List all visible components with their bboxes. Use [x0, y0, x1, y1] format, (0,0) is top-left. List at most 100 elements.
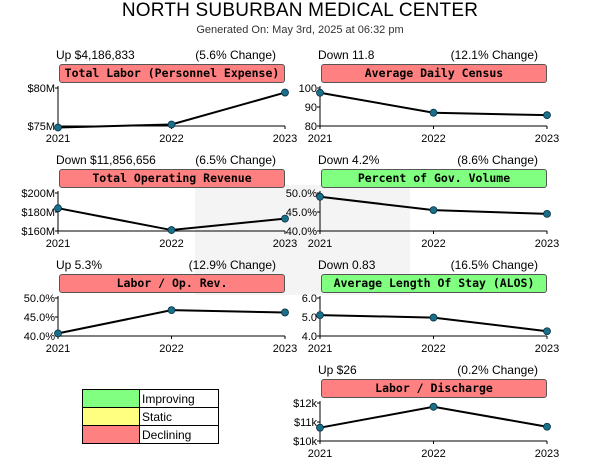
chart-plot: $75M $80M 2021 2022 2023	[27, 83, 297, 145]
y-tick-label: 50.0%	[286, 188, 317, 200]
chart-summary-change: Down 4.2%	[318, 153, 380, 167]
generated-timestamp: Generated On: May 3rd, 2025 at 06:32 pm	[196, 24, 404, 36]
chart-panel-5: 4.0 5.0 6.0 2021 2022 2023 Down 0.83 (16.5% Cha…	[302, 258, 560, 358]
x-tick-label: 2022	[159, 133, 183, 145]
chart-title: Percent of Gov. Volume	[321, 169, 547, 188]
chart-panel-2: $160M $180M $200M 2021 2022 2023 Down $11,856,…	[21, 153, 297, 253]
x-tick-label: 2021	[308, 448, 332, 460]
data-point	[316, 88, 324, 97]
x-tick-label: 2021	[308, 238, 332, 250]
legend-label-declining: Declining	[139, 425, 219, 444]
chart-plot: 4.0 5.0 6.0 2021 2022 2023	[302, 293, 560, 355]
x-tick-label: 2022	[421, 238, 445, 250]
legend-label-static: Static	[139, 407, 219, 426]
chart-plot: $160M $180M $200M 2021 2022 2023	[21, 188, 297, 250]
data-point	[316, 311, 324, 319]
data-point	[281, 214, 289, 223]
data-point	[543, 422, 551, 431]
y-tick-label: $11k	[294, 417, 318, 429]
x-tick-label: 2022	[159, 343, 183, 355]
chart-panel-4: 40.0% 45.0% 50.0% 2021 2022 2023 Up 5.3% (12.9%…	[24, 258, 297, 358]
chart-summary-change: Up 5.3%	[56, 258, 103, 272]
legend-swatch-declining	[82, 425, 140, 444]
y-tick-label: $200M	[21, 188, 55, 200]
y-tick-label: 45.0%	[24, 312, 55, 324]
chart-summary-change: Up $4,186,833	[56, 48, 135, 62]
chart-title: Total Labor (Personnel Expense)	[59, 64, 285, 83]
y-tick-label: 100	[299, 83, 317, 95]
data-point	[167, 306, 176, 315]
data-point	[54, 204, 62, 213]
chart-plot: 40.0% 45.0% 50.0% 2021 2022 2023	[286, 188, 559, 250]
x-tick-label: 2022	[421, 133, 445, 145]
chart-summary-percent: (12.9% Change)	[188, 258, 276, 272]
data-point	[281, 308, 289, 317]
data-point	[316, 423, 324, 432]
data-point	[167, 226, 176, 234]
x-tick-label: 2023	[273, 238, 297, 250]
y-tick-label: 40.0%	[24, 331, 55, 343]
data-point	[316, 192, 324, 201]
x-tick-label: 2023	[535, 448, 559, 460]
y-tick-label: $80M	[27, 83, 55, 95]
x-tick-label: 2023	[535, 238, 559, 250]
x-tick-label: 2021	[308, 343, 332, 355]
x-tick-label: 2022	[159, 238, 183, 250]
x-tick-label: 2023	[535, 133, 559, 145]
y-tick-label: $75M	[27, 121, 55, 133]
data-point	[429, 313, 438, 322]
data-point	[429, 206, 438, 214]
chart-plot: 40.0% 45.0% 50.0% 2021 2022 2023	[24, 293, 297, 355]
chart-plot: 80 90 100 2021 2022 2023	[299, 83, 560, 145]
data-point	[54, 329, 62, 338]
chart-title: Labor / Op. Rev.	[59, 274, 285, 293]
data-point	[543, 111, 551, 120]
legend-label-improving: Improving	[139, 389, 219, 408]
data-point	[281, 88, 289, 97]
chart-summary-change: Up $26	[318, 363, 357, 377]
x-tick-label: 2021	[46, 238, 70, 250]
chart-title: Average Daily Census	[321, 64, 547, 83]
y-tick-label: 90	[305, 102, 317, 114]
x-tick-label: 2023	[273, 343, 297, 355]
y-tick-label: $10k	[293, 436, 317, 448]
data-point	[543, 210, 551, 218]
x-tick-label: 2023	[273, 133, 297, 145]
legend: Improving Static Declining	[82, 389, 219, 444]
chart-panel-1: 80 90 100 2021 2022 2023 Down 11.8 (12.1% Chang…	[299, 48, 560, 148]
legend-swatch-improving	[82, 389, 140, 408]
chart-title: Average Length Of Stay (ALOS)	[321, 274, 547, 293]
data-point	[54, 123, 62, 132]
legend-row-static: Static	[82, 407, 219, 426]
y-tick-label: $180M	[21, 207, 55, 219]
chart-title: Labor / Discharge	[321, 379, 547, 398]
chart-summary-percent: (16.5% Change)	[450, 258, 538, 272]
data-point	[543, 327, 551, 336]
x-tick-label: 2022	[421, 448, 445, 460]
chart-title: Total Operating Revenue	[59, 169, 285, 188]
y-tick-label: 4.0	[302, 331, 317, 343]
x-tick-label: 2023	[535, 343, 559, 355]
legend-row-declining: Declining	[82, 425, 219, 444]
chart-summary-percent: (5.6% Change)	[195, 48, 276, 62]
chart-panel-0: $75M $80M 2021 2022 2023 Up $4,186,833 (5.6% C…	[27, 48, 297, 148]
y-tick-label: 5.0	[302, 312, 317, 324]
chart-summary-percent: (0.2% Change)	[457, 363, 538, 377]
chart-summary-change: Down 11.8	[318, 48, 375, 62]
x-tick-label: 2021	[46, 343, 70, 355]
chart-summary-percent: (12.1% Change)	[450, 48, 538, 62]
x-tick-label: 2022	[421, 343, 445, 355]
chart-summary-change: Down $11,856,656	[56, 153, 156, 167]
y-tick-label: 6.0	[302, 293, 317, 305]
y-tick-label: 50.0%	[24, 293, 55, 305]
chart-summary-percent: (8.6% Change)	[457, 153, 538, 167]
data-point	[429, 402, 438, 411]
y-tick-label: 45.0%	[286, 207, 317, 219]
x-tick-label: 2021	[46, 133, 70, 145]
y-tick-label: $12k	[293, 398, 317, 410]
y-tick-label: $160M	[21, 226, 55, 238]
y-tick-label: 80	[305, 121, 317, 133]
legend-row-improving: Improving	[82, 389, 219, 408]
y-tick-label: 40.0%	[286, 226, 317, 238]
page-title: NORTH SUBURBAN MEDICAL CENTER	[121, 0, 479, 21]
